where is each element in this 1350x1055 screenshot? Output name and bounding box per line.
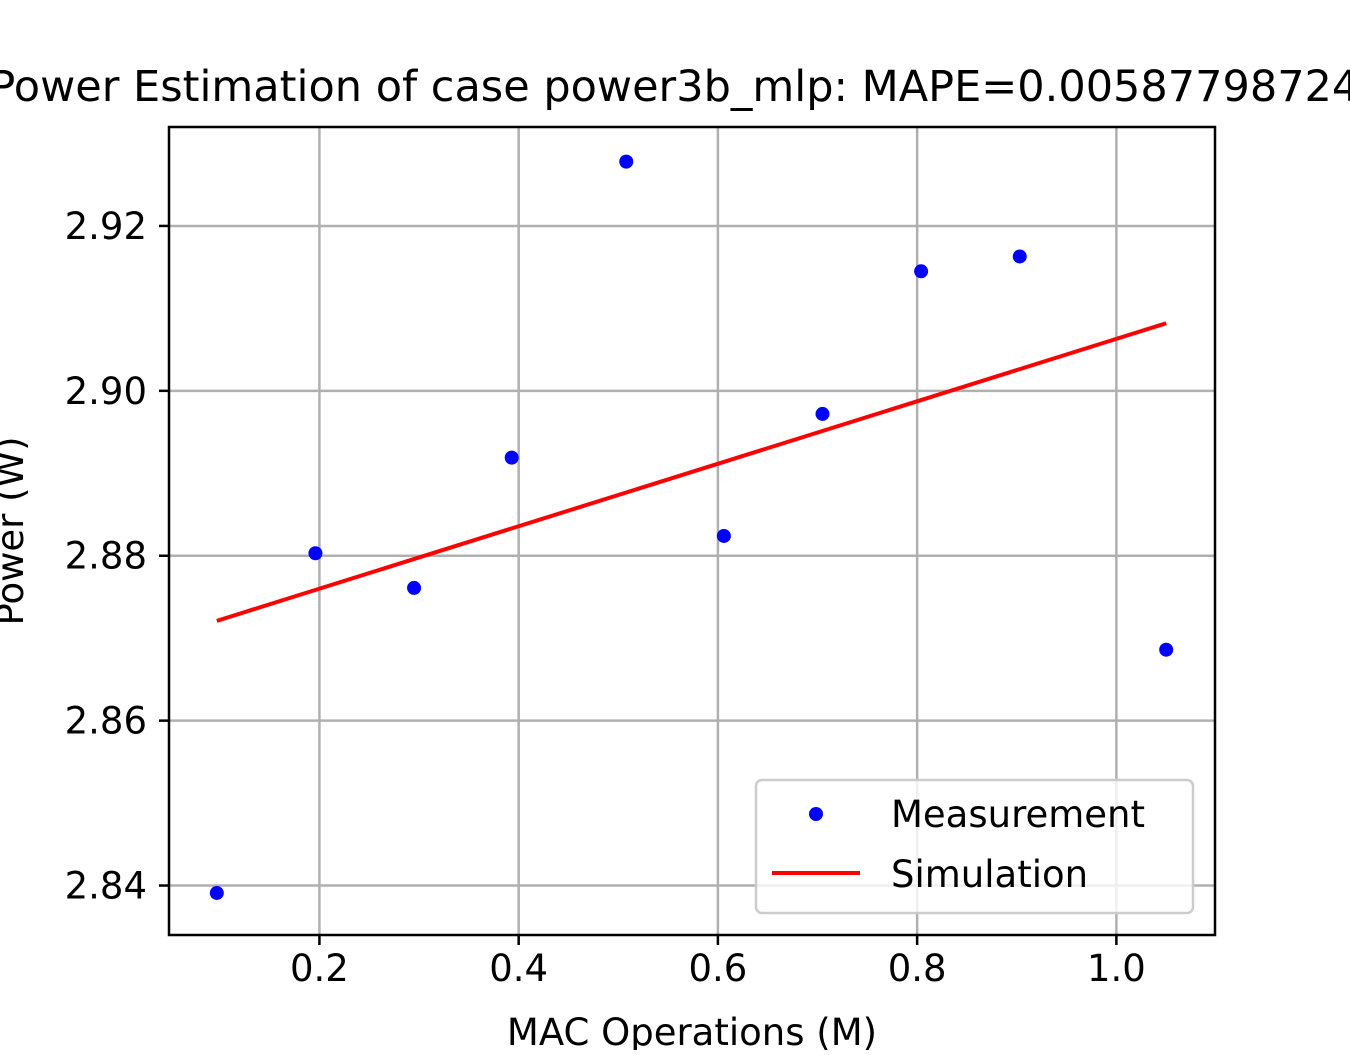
tick-layer: 0.2 0.4 0.6 0.8 1.0 2.84 2.86 2.88 2.90 2.92 xyxy=(65,205,1146,990)
y-tick-label: 2.90 xyxy=(65,370,147,413)
legend-label-simulation: Simulation xyxy=(891,853,1088,896)
simulation-line xyxy=(216,321,1167,623)
grid-layer xyxy=(169,127,1215,935)
measurement-point xyxy=(1159,642,1174,657)
data-layer xyxy=(209,154,1174,900)
legend-box xyxy=(754,778,1195,915)
measurement-point xyxy=(504,450,519,465)
y-tick-label: 2.88 xyxy=(65,535,147,578)
y-tick-label: 2.84 xyxy=(65,865,147,908)
measurement-point xyxy=(209,885,224,900)
x-tick-label: 1.0 xyxy=(1087,947,1146,990)
x-tick-label: 0.2 xyxy=(290,947,349,990)
measurement-point xyxy=(407,580,422,595)
y-tick-label: 2.92 xyxy=(65,205,147,248)
measurement-point xyxy=(1012,249,1027,264)
measurement-point xyxy=(914,264,929,279)
plot-frame xyxy=(167,125,1217,937)
measurement-point xyxy=(815,406,830,421)
y-tick-label: 2.86 xyxy=(65,700,147,743)
legend-marker-measurement xyxy=(809,807,823,821)
legend-label-measurement: Measurement xyxy=(891,793,1145,836)
chart-title: Power Estimation of case power3b_mlp: MA… xyxy=(0,62,1350,112)
x-axis-label: MAC Operations (M) xyxy=(507,1011,877,1050)
measurement-point xyxy=(308,546,323,561)
x-tick-label: 0.6 xyxy=(688,947,747,990)
y-axis-label: Power (W) xyxy=(0,436,32,625)
measurement-point xyxy=(619,154,634,169)
x-tick-label: 0.8 xyxy=(888,947,947,990)
x-tick-label: 0.4 xyxy=(489,947,548,990)
measurement-point xyxy=(716,528,731,543)
legend: Measurement Simulation xyxy=(754,778,1195,915)
